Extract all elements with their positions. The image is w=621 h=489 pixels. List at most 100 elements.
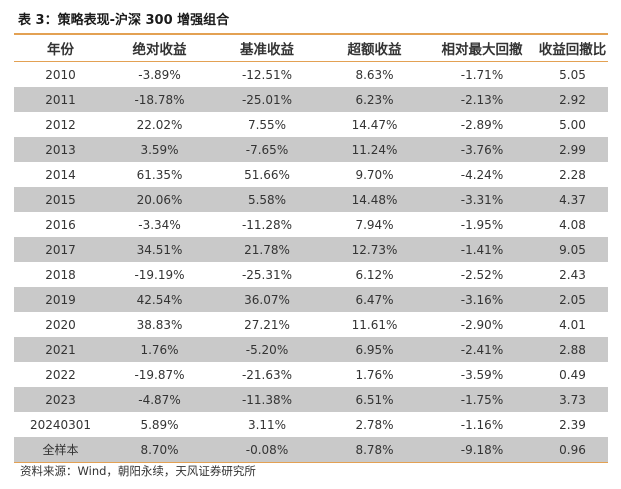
table-cell: -3.59% [460, 367, 504, 382]
table-row: 2023 -4.87% -11.38% 6.51% -1.75% 3.73 [14, 387, 608, 412]
table-cell: 0.96 [537, 437, 608, 463]
table-cell: 2.43 [559, 267, 586, 282]
table-cell: 51.66% [244, 167, 290, 182]
column-header: 超额收益 [322, 35, 427, 62]
table-cell: -21.63% [241, 367, 293, 382]
table-cell: 2022 [45, 367, 76, 382]
table-cell: 4.08 [559, 217, 586, 232]
table-cell: 4.01 [559, 317, 586, 332]
table-cell: 27.21% [244, 317, 290, 332]
table-cell: -11.28% [241, 217, 293, 232]
table-cell: 42.54% [107, 287, 212, 312]
table-cell: 11.61% [351, 317, 398, 332]
table-cell: -25.31% [241, 267, 293, 282]
table-cell: 2014 [45, 167, 76, 182]
table-cell: -4.24% [460, 167, 504, 182]
table-row: 全样本 8.70% -0.08% 8.78% -9.18% 0.96 [14, 437, 608, 463]
table-cell: 7.55% [247, 117, 287, 132]
table-cell: 20240301 [29, 417, 92, 432]
table-cell: -3.76% [427, 137, 537, 162]
table-cell: 8.78% [322, 437, 427, 463]
table-cell: 20.06% [107, 187, 212, 212]
table-cell: -1.75% [427, 387, 537, 412]
table-cell: 36.07% [212, 287, 322, 312]
table-cell: 2013 [14, 137, 107, 162]
table-cell: -3.31% [427, 187, 537, 212]
table-row: 2022 -19.87% -21.63% 1.76% -3.59% 0.49 [14, 362, 608, 387]
table-cell: 1.76% [355, 367, 394, 382]
table-cell: 0.49 [559, 367, 586, 382]
column-header: 基准收益 [212, 35, 322, 62]
source-note: 资料来源：Wind，朝阳永续，天风证券研究所 [20, 464, 256, 478]
table-cell: 2.28 [559, 167, 586, 182]
table-cell: -19.87% [134, 367, 185, 382]
table-row: 2017 34.51% 21.78% 12.73% -1.41% 9.05 [14, 237, 608, 262]
table-cell: 14.47% [351, 117, 398, 132]
table-row: 20240301 5.89% 3.11% 2.78% -1.16% 2.39 [14, 412, 608, 437]
table-cell: -3.16% [427, 287, 537, 312]
table-cell: 34.51% [107, 237, 212, 262]
table-cell: 11.24% [322, 137, 427, 162]
table-cell: -3.89% [138, 67, 181, 82]
table-cell: 3.73 [537, 387, 608, 412]
performance-table: 年份 绝对收益 基准收益 超额收益 相对最大回撤 收益回撤比 2010 -3.89… [14, 35, 608, 463]
table-cell: 5.58% [212, 187, 322, 212]
table-cell: 5.00 [559, 117, 586, 132]
table-cell: -2.89% [460, 117, 504, 132]
table-cell: 5.05 [559, 67, 586, 82]
table-row: 2018 -19.19% -25.31% 6.12% -2.52% 2.43 [14, 262, 608, 287]
table-cell: -0.08% [212, 437, 322, 463]
column-header: 绝对收益 [107, 35, 212, 62]
column-header: 相对最大回撤 [427, 35, 537, 62]
table-cell: -2.90% [460, 317, 504, 332]
table-cell: 5.89% [140, 417, 179, 432]
table-cell: 4.37 [537, 187, 608, 212]
table-row: 2021 1.76% -5.20% 6.95% -2.41% 2.88 [14, 337, 608, 362]
table-cell: 38.83% [136, 317, 183, 332]
table-cell: 3.11% [247, 417, 287, 432]
table-cell: 6.95% [322, 337, 427, 362]
table-row: 2012 22.02% 7.55% 14.47% -2.89% 5.00 [14, 112, 608, 137]
table-cell: 9.05 [537, 237, 608, 262]
table-cell: 全样本 [14, 437, 107, 463]
column-header: 年份 [14, 35, 107, 62]
top-rule [14, 33, 608, 35]
table-cell: 1.76% [107, 337, 212, 362]
table-cell: 2010 [45, 67, 76, 82]
table-cell: 14.48% [322, 187, 427, 212]
table-cell: -19.19% [134, 267, 185, 282]
table-row: 2016 -3.34% -11.28% 7.94% -1.95% 4.08 [14, 212, 608, 237]
table-cell: -11.38% [212, 387, 322, 412]
table-row: 2011 -18.78% -25.01% 6.23% -2.13% 2.92 [14, 87, 608, 112]
table-cell: 9.70% [355, 167, 394, 182]
table-row: 2010 -3.89% -12.51% 8.63% -1.71% 5.05 [14, 62, 608, 88]
table-row: 2013 3.59% -7.65% 11.24% -3.76% 2.99 [14, 137, 608, 162]
table-cell: 2011 [14, 87, 107, 112]
table-cell: 2.78% [355, 417, 394, 432]
table-header-row: 年份 绝对收益 基准收益 超额收益 相对最大回撤 收益回撤比 [14, 35, 608, 62]
table-cell: 8.70% [107, 437, 212, 463]
table-cell: -2.13% [427, 87, 537, 112]
table-cell: -1.16% [460, 417, 504, 432]
table-cell: -1.71% [460, 67, 504, 82]
table-cell: -4.87% [107, 387, 212, 412]
table-cell: 2018 [45, 267, 76, 282]
table-cell: 2.05 [537, 287, 608, 312]
table-cell: 2.99 [537, 137, 608, 162]
table-cell: 2019 [14, 287, 107, 312]
table-cell: 21.78% [212, 237, 322, 262]
table-cell: 2016 [45, 217, 76, 232]
table-cell: 2012 [45, 117, 76, 132]
table-cell: 2020 [45, 317, 76, 332]
column-header: 收益回撤比 [537, 35, 608, 62]
table-cell: 2.39 [559, 417, 586, 432]
table-cell: 6.23% [322, 87, 427, 112]
table-cell: 2021 [14, 337, 107, 362]
table-row: 2019 42.54% 36.07% 6.47% -3.16% 2.05 [14, 287, 608, 312]
table-cell: -25.01% [212, 87, 322, 112]
table-cell: -1.41% [427, 237, 537, 262]
table-cell: -1.95% [460, 217, 504, 232]
table-cell: -5.20% [212, 337, 322, 362]
table-cell: 61.35% [136, 167, 183, 182]
table-cell: 22.02% [136, 117, 183, 132]
